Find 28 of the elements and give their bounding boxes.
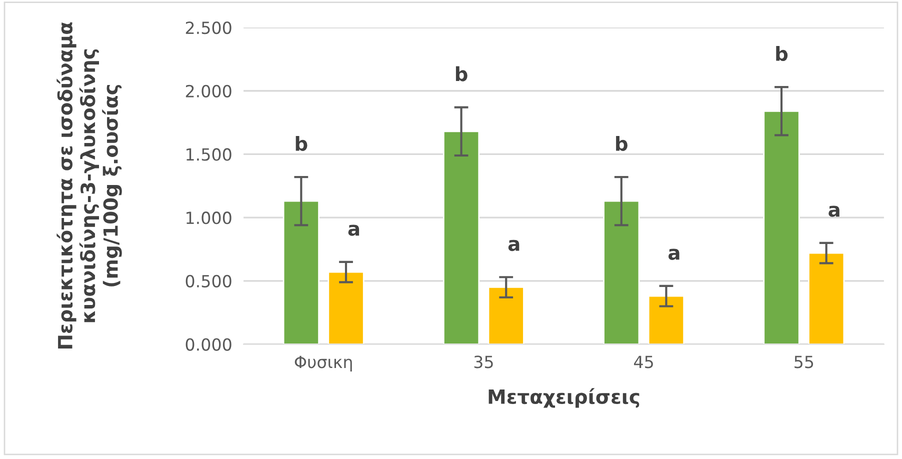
bar (763, 110, 800, 344)
x-tick-label: 55 (794, 356, 814, 368)
annotation: b (456, 66, 468, 82)
y-tick-label: 0.500 (186, 274, 232, 288)
annotation: a (348, 224, 360, 236)
annotation: a (828, 206, 840, 217)
x-tick-label: Φυσικη (294, 356, 352, 372)
annotation: b (776, 46, 788, 62)
y-axis-title: Περιεκτικότητα σε ισοδύναμα κυανιδίνης-3-γλυκοδίνης (mg/100g ξ.ουσίας (56, 22, 122, 348)
bar (648, 295, 685, 344)
y-tick-label: 2.500 (186, 22, 232, 34)
y-tick-label: 1.000 (186, 212, 232, 224)
annotation: a (668, 248, 680, 260)
bar (328, 271, 364, 344)
bar (808, 252, 845, 344)
x-tick-label: 35 (474, 356, 493, 368)
annotation: a (508, 240, 520, 252)
x-axis-title: Μεταχειρίσεις (488, 388, 640, 408)
bar (442, 130, 480, 344)
annotation: b (616, 136, 628, 151)
bar (488, 286, 524, 344)
bar (603, 200, 640, 344)
bar (282, 200, 320, 344)
annotation: b (296, 136, 308, 151)
y-tick-label: 1.500 (186, 148, 232, 161)
y-tick-label: 2.000 (186, 84, 232, 98)
x-tick-label: 45 (634, 356, 653, 368)
y-tick-label: 0.000 (186, 338, 232, 351)
